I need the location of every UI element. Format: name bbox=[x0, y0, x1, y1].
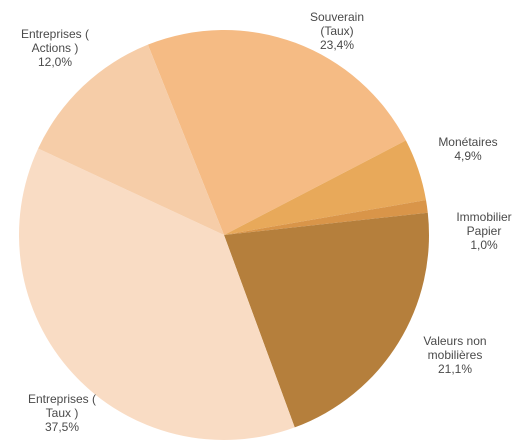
value-label: 1,0% bbox=[470, 238, 498, 252]
value-label: 23,4% bbox=[320, 38, 354, 52]
category-label: Valeurs non bbox=[423, 334, 486, 348]
value-label: 12,0% bbox=[38, 55, 72, 69]
pie-slice bbox=[147, 30, 406, 235]
category-label: Actions ) bbox=[32, 41, 79, 55]
value-label: 21,1% bbox=[438, 362, 472, 376]
category-label: (Taux) bbox=[320, 24, 353, 38]
category-label: Entreprises ( bbox=[28, 392, 96, 406]
category-label: Monétaires bbox=[438, 135, 497, 149]
pie-slice bbox=[224, 140, 426, 235]
pie-slice bbox=[18, 148, 295, 441]
category-label: Papier bbox=[467, 224, 502, 238]
pie-slice bbox=[224, 212, 429, 428]
category-label: mobilières bbox=[428, 348, 483, 362]
category-label: Taux ) bbox=[46, 406, 79, 420]
pie-slice bbox=[224, 200, 428, 235]
value-label: 4,9% bbox=[454, 149, 482, 163]
value-label: 37,5% bbox=[45, 420, 79, 434]
category-label: Entreprises ( bbox=[21, 27, 89, 41]
category-label: Souverain bbox=[310, 10, 364, 24]
category-label: Immobilier bbox=[456, 210, 511, 224]
pie-slice bbox=[38, 44, 224, 236]
